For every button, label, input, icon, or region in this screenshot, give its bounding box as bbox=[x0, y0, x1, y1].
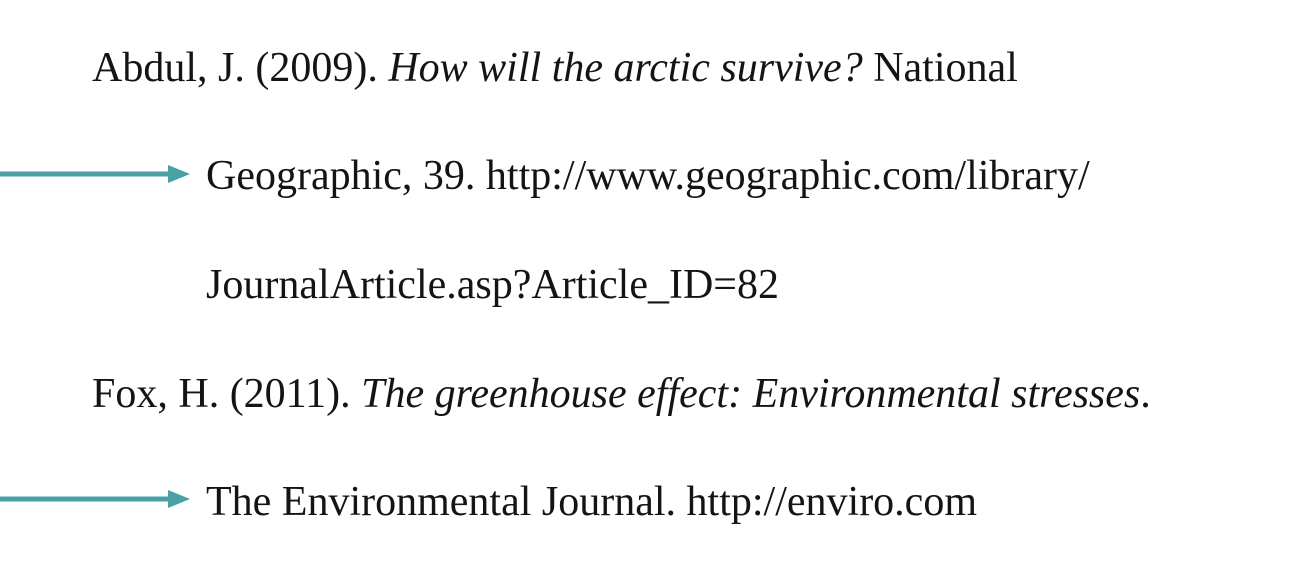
right-arrow-icon bbox=[0, 165, 190, 183]
reference-2-first-line: Fox, H. (2011). The greenhouse effect: E… bbox=[92, 368, 1151, 420]
right-arrow-icon bbox=[0, 490, 190, 508]
reference-1-author-year: Abdul, J. (2009). bbox=[92, 45, 389, 91]
reference-1-continuation: National bbox=[862, 45, 1018, 91]
reference-1-hanging-indent-line: Geographic, 39. http://www.geographic.co… bbox=[206, 153, 1090, 199]
reference-1-url-continuation: JournalArticle.asp?Article_ID=82 bbox=[206, 262, 779, 308]
reference-2-hanging-indent-line: The Environmental Journal. http://enviro… bbox=[206, 479, 977, 525]
reference-2-period: . bbox=[1140, 371, 1151, 417]
reference-2-title: The greenhouse effect: Environmental str… bbox=[361, 371, 1141, 417]
reference-2-author-year: Fox, H. (2011). bbox=[92, 371, 362, 417]
reference-1-title: How will the arctic survive? bbox=[388, 45, 863, 91]
reference-1-first-line: Abdul, J. (2009). How will the arctic su… bbox=[92, 42, 1018, 94]
